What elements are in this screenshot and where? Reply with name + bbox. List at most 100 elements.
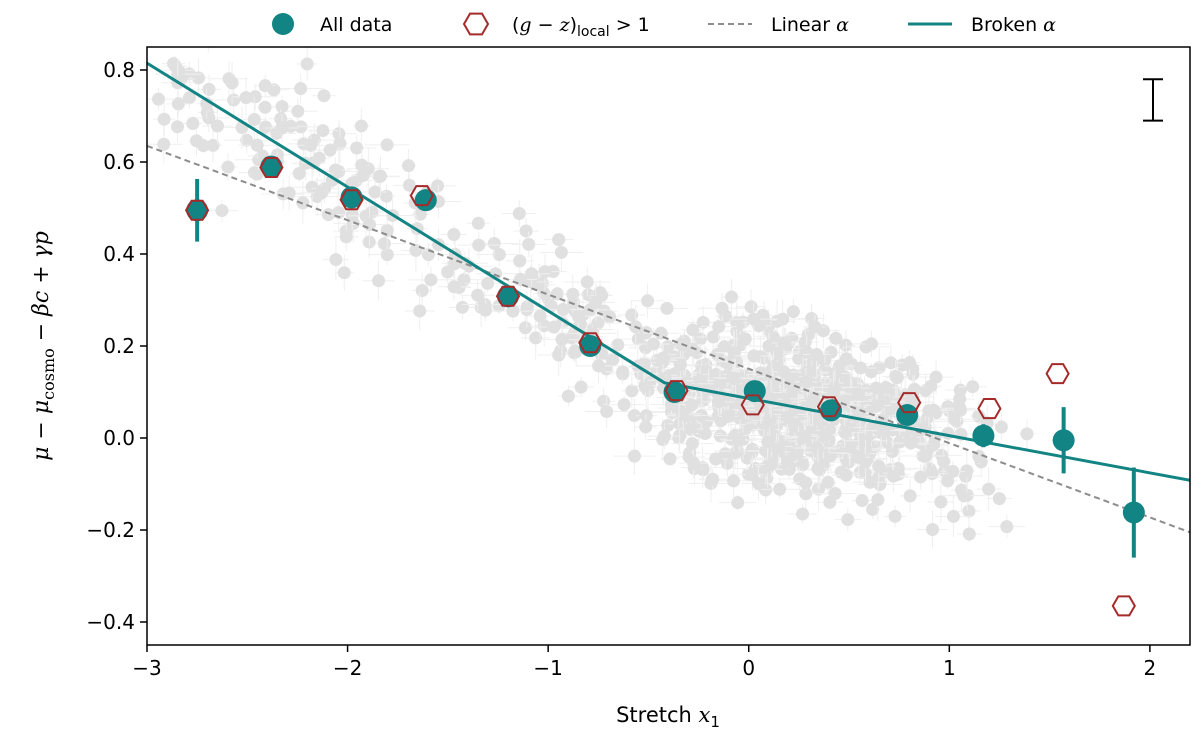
background-point	[404, 291, 435, 331]
background-point	[713, 358, 753, 397]
background-point	[202, 107, 233, 145]
local-color-point	[897, 392, 922, 414]
background-point	[543, 233, 574, 247]
background-point	[660, 452, 680, 466]
background-point	[538, 320, 586, 359]
background-point	[477, 299, 494, 322]
background-point	[255, 116, 276, 137]
background-point	[770, 434, 787, 462]
y-axis-ticks: −0.4 −0.2 0.0 0.2 0.4 0.6 0.8	[86, 58, 147, 634]
local-color-point	[977, 398, 1002, 420]
background-point	[776, 405, 799, 429]
background-point	[315, 142, 345, 158]
background-point	[307, 124, 338, 138]
local-color-point	[1045, 363, 1070, 385]
background-point	[937, 472, 958, 489]
y-tick-label: −0.2	[86, 518, 135, 542]
background-point	[756, 479, 803, 499]
local-color-point	[1111, 595, 1136, 617]
background-point	[166, 90, 191, 117]
background-point	[362, 260, 395, 301]
background-point	[926, 390, 941, 431]
all-data-point	[414, 189, 437, 212]
background-point	[508, 314, 543, 341]
background-point	[816, 494, 844, 510]
background-point	[646, 301, 688, 315]
background-point	[899, 350, 920, 376]
background-point	[564, 267, 611, 297]
legend-item-all-data: All data	[272, 13, 392, 36]
background-point	[576, 283, 615, 321]
background-point	[629, 376, 660, 395]
background-point	[1018, 418, 1036, 449]
y-tick-label: 0.0	[103, 426, 135, 450]
background-point	[400, 149, 417, 183]
background-point	[604, 360, 641, 383]
all-data-point	[260, 155, 283, 178]
background-point	[677, 421, 704, 437]
background-point	[917, 510, 948, 549]
background-point	[863, 390, 892, 421]
background-point	[942, 488, 985, 503]
background-point	[183, 116, 203, 131]
background-point	[296, 47, 318, 81]
legend: All data (g − z)local > 1 Linear α Broke…	[272, 12, 1056, 40]
background-point	[642, 326, 680, 340]
background-point	[803, 314, 827, 340]
background-point	[754, 451, 789, 478]
legend-item-linear: Linear α	[708, 14, 849, 36]
legend-label-linear: Linear α	[771, 14, 849, 36]
background-point	[844, 354, 877, 382]
local-color-points	[184, 157, 1136, 617]
all-data-point	[186, 199, 209, 222]
background-point	[272, 95, 292, 118]
background-point	[696, 324, 730, 350]
background-point	[189, 59, 208, 97]
background-point	[301, 179, 341, 207]
legend-label-broken: Broken α	[971, 14, 1056, 36]
all-data-point	[743, 380, 766, 403]
background-point	[935, 495, 972, 538]
background-point	[958, 376, 987, 398]
background-point	[700, 314, 737, 339]
background-point	[640, 343, 686, 373]
background-point	[788, 504, 817, 524]
background-point	[786, 299, 801, 325]
background-point	[237, 76, 255, 119]
background-point	[698, 292, 746, 324]
local-color-point	[740, 394, 765, 416]
background-point	[265, 113, 299, 143]
background-point	[153, 101, 176, 137]
background-point	[956, 525, 982, 543]
background-point	[720, 431, 757, 450]
background-point	[196, 74, 222, 105]
background-point	[603, 396, 645, 414]
background-point	[147, 87, 176, 111]
background-point	[276, 175, 302, 211]
background-point	[466, 216, 491, 230]
x-tick-label: 1	[943, 656, 956, 680]
legend-marker-all-data	[272, 13, 294, 35]
background-point	[368, 244, 407, 266]
background-point	[869, 376, 884, 401]
background-points	[147, 47, 1036, 549]
background-point	[475, 242, 523, 267]
all-data-point	[1052, 429, 1075, 452]
background-point	[853, 475, 887, 489]
background-point	[238, 131, 277, 159]
background-point	[936, 441, 951, 482]
background-point	[986, 491, 1013, 506]
local-color-point	[259, 157, 284, 178]
background-point	[729, 302, 778, 337]
local-color-point	[339, 189, 364, 211]
background-point	[718, 405, 739, 427]
background-point	[411, 273, 433, 308]
background-point	[886, 360, 909, 396]
background-point	[449, 294, 476, 320]
background-point	[635, 414, 657, 440]
background-point	[892, 435, 930, 451]
all-data-point	[972, 424, 995, 447]
background-point	[879, 430, 905, 473]
x-axis-label: Stretch x1	[616, 703, 720, 731]
